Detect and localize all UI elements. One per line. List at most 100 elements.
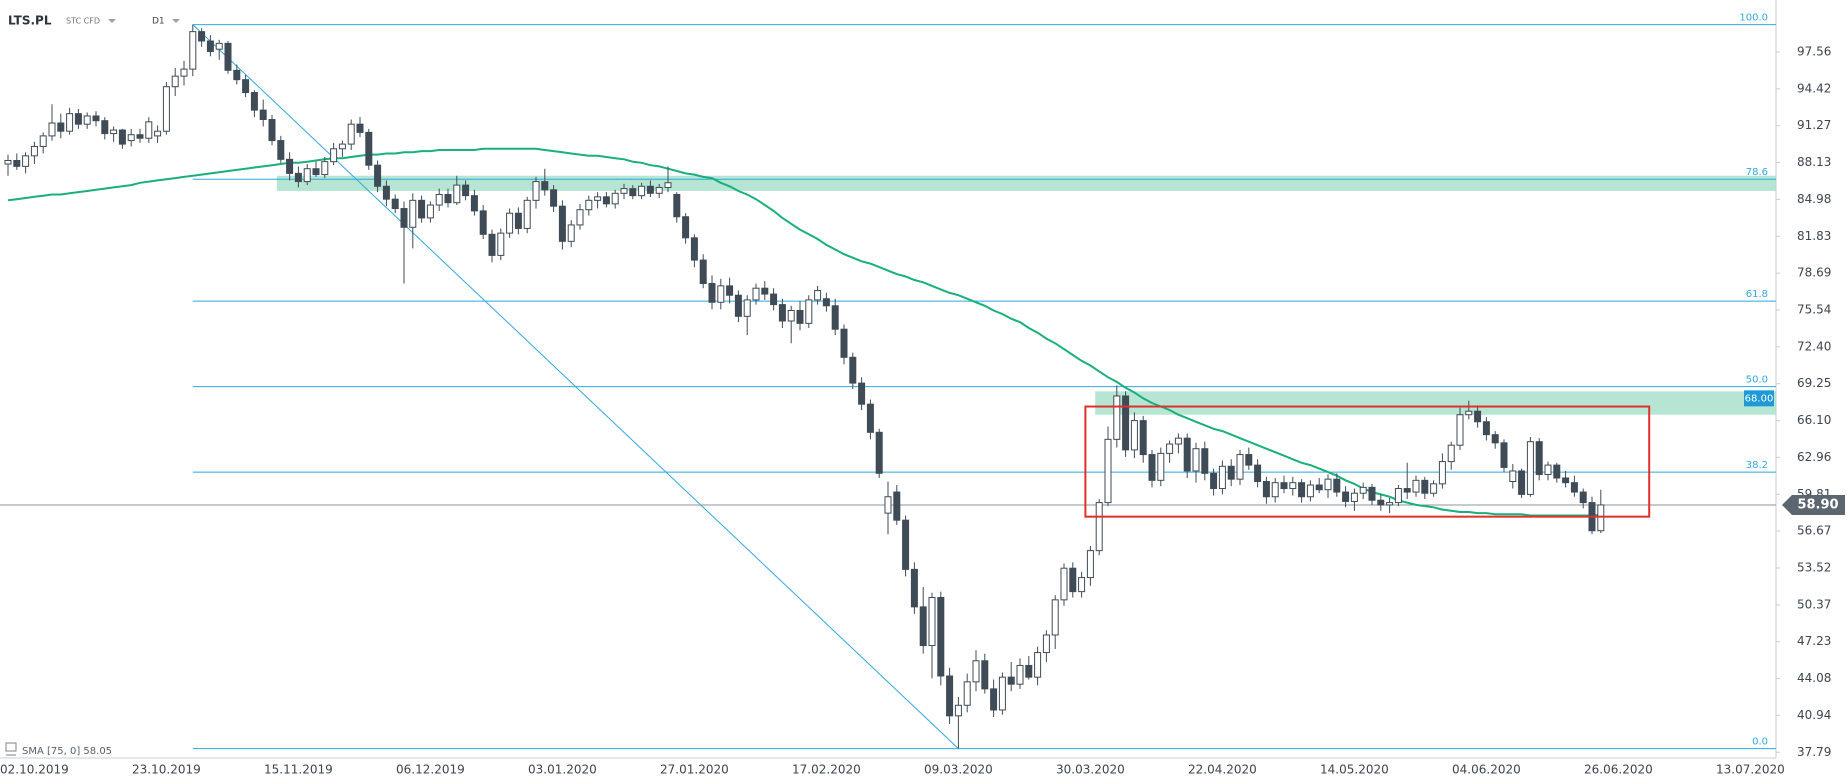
- candle-body: [743, 299, 751, 317]
- candle-body: [1148, 454, 1156, 481]
- fib-label: 50.0: [1746, 375, 1768, 386]
- candle-body: [954, 704, 962, 717]
- candle-body: [690, 237, 698, 261]
- candle-body: [1421, 479, 1429, 494]
- candle-body: [963, 681, 971, 706]
- candle-body: [1060, 567, 1068, 601]
- candle-body: [1130, 420, 1138, 451]
- candle-body: [682, 216, 690, 239]
- candle-body: [611, 192, 619, 205]
- x-tick-label: 15.11.2019: [264, 763, 333, 777]
- x-tick-label: 26.06.2020: [1584, 763, 1653, 777]
- candle-body: [198, 31, 206, 42]
- candle-body: [83, 115, 91, 125]
- price-tag-label: 68.00: [1745, 393, 1774, 404]
- candle-body: [541, 181, 549, 191]
- candle-body: [550, 189, 558, 207]
- candle-body: [154, 130, 162, 137]
- candle-body: [1236, 454, 1244, 480]
- candle-body: [1139, 420, 1147, 456]
- y-tick-label: 56.67: [1797, 524, 1831, 538]
- y-tick-label: 97.56: [1797, 45, 1831, 59]
- candle-body: [708, 283, 716, 303]
- dropdown-arrow[interactable]: [108, 19, 116, 23]
- candle-body: [1412, 479, 1420, 493]
- x-tick-label: 22.04.2020: [1188, 763, 1257, 777]
- candle-body: [338, 143, 346, 150]
- candle-body: [981, 660, 989, 690]
- candle-body: [576, 209, 584, 226]
- candle-body: [1218, 465, 1226, 490]
- candle-body: [321, 161, 329, 176]
- candle-body: [1280, 482, 1288, 490]
- market-type[interactable]: STC CFD: [66, 17, 100, 26]
- candle-body: [1025, 664, 1033, 678]
- candle-body: [1227, 465, 1235, 480]
- sma-legend: SMA [75, 0] 58.05: [22, 746, 112, 757]
- candle-body: [532, 181, 540, 201]
- candle-body: [1315, 484, 1323, 491]
- candle-body: [1298, 482, 1306, 498]
- candle-body: [1597, 504, 1605, 532]
- candle-body: [1500, 442, 1508, 468]
- candle-body: [1245, 454, 1253, 466]
- y-tick-label: 94.42: [1797, 81, 1831, 95]
- candle-body: [558, 205, 566, 242]
- candle-body: [893, 491, 901, 521]
- candle-body: [479, 210, 487, 235]
- y-tick-label: 44.08: [1797, 671, 1831, 685]
- candle-body: [66, 113, 74, 132]
- candle-body: [1342, 491, 1350, 502]
- candle-body: [312, 168, 320, 176]
- candle-body: [1051, 599, 1059, 636]
- candle-body: [831, 305, 839, 330]
- interval[interactable]: D1: [152, 17, 165, 27]
- candle-body: [347, 123, 355, 145]
- candle-body: [365, 131, 373, 166]
- symbol[interactable]: LTS.PL: [8, 14, 52, 28]
- candle-body: [400, 208, 408, 228]
- candle-body: [1535, 441, 1543, 475]
- dropdown-arrow[interactable]: [172, 19, 180, 23]
- candle-body: [805, 299, 813, 324]
- candle-body: [638, 185, 646, 197]
- candle-body: [418, 199, 426, 219]
- candle-body: [1544, 464, 1552, 475]
- candle-body: [1069, 567, 1077, 593]
- candle-body: [1078, 577, 1086, 593]
- candle-body: [259, 109, 267, 120]
- candle-body: [118, 129, 126, 145]
- x-tick-label: 13.07.2020: [1716, 763, 1785, 777]
- y-tick-label: 81.83: [1797, 229, 1831, 243]
- candle-body: [928, 596, 936, 647]
- candle-body: [224, 42, 232, 71]
- candle-body: [215, 42, 223, 50]
- candle-body: [242, 79, 250, 94]
- fib-trend-line: [192, 24, 959, 749]
- candle-body: [910, 568, 918, 608]
- candle-body: [171, 75, 179, 88]
- candle-body: [110, 129, 118, 135]
- candle-body: [286, 158, 294, 174]
- candle-body: [1386, 502, 1394, 506]
- candle-body: [1474, 410, 1482, 423]
- candle-body: [858, 382, 866, 405]
- candle-body: [1157, 452, 1165, 481]
- candle-body: [206, 40, 214, 53]
- candle-body: [778, 304, 786, 322]
- y-tick-label: 66.10: [1797, 413, 1831, 427]
- candle-body: [1210, 472, 1218, 490]
- y-tick-label: 78.69: [1797, 266, 1831, 280]
- indicator-icon[interactable]: [5, 742, 17, 756]
- candle-body: [497, 232, 505, 256]
- x-tick-label: 02.10.2019: [0, 763, 69, 777]
- candle-body: [620, 188, 628, 194]
- candle-body: [162, 86, 170, 132]
- candle-body: [673, 193, 681, 218]
- candle-body: [22, 155, 30, 167]
- candle-body: [814, 290, 822, 301]
- candle-body: [849, 356, 857, 384]
